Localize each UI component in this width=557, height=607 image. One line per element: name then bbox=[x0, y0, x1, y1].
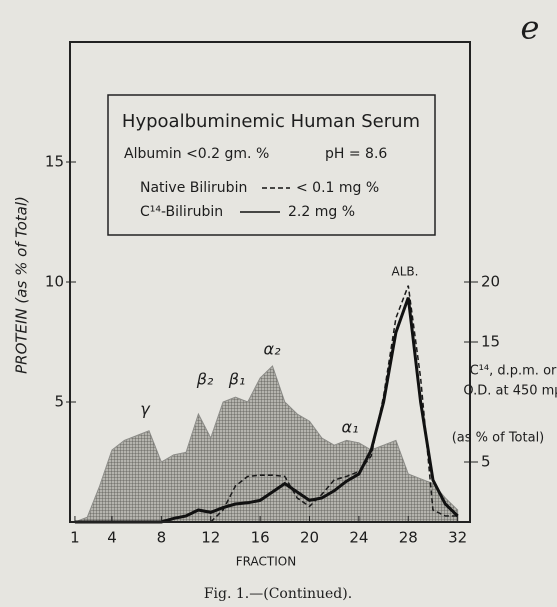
peak-annotation: ALB. bbox=[392, 265, 419, 279]
legend-label: Native Bilirubin bbox=[140, 180, 247, 196]
x-tick-label: 20 bbox=[300, 529, 319, 547]
y2-tick-label: 15 bbox=[481, 333, 500, 351]
box-title: Hypoalbuminemic Human Serum bbox=[122, 111, 420, 132]
y2-axis-label: C¹⁴, d.p.m. or bbox=[470, 364, 557, 379]
x-axis-label: FRACTION bbox=[236, 555, 296, 569]
y2-tick-label: 5 bbox=[481, 453, 491, 471]
protein-area bbox=[74, 365, 459, 523]
y-tick-label: 15 bbox=[45, 153, 64, 171]
caption: Fig. 1.—(Continued). bbox=[204, 586, 352, 602]
box-condition: Albumin <0.2 gm. % bbox=[124, 146, 269, 162]
y-tick-label: 10 bbox=[45, 273, 64, 291]
peak-annotation: α₁ bbox=[342, 418, 359, 437]
x-tick-label: 28 bbox=[399, 529, 418, 547]
y2-axis-label: (as % of Total) bbox=[452, 431, 545, 446]
legend-label: C¹⁴-Bilirubin bbox=[140, 204, 223, 220]
x-tick-label: 4 bbox=[107, 529, 117, 547]
x-tick-label: 32 bbox=[448, 529, 467, 547]
x-tick-label: 12 bbox=[201, 529, 220, 547]
x-tick-label: 1 bbox=[70, 529, 80, 547]
x-tick-label: 16 bbox=[251, 529, 270, 547]
peak-annotation: γ bbox=[140, 400, 151, 419]
bilirubin-line bbox=[210, 285, 458, 523]
box-condition: pH = 8.6 bbox=[325, 146, 387, 162]
y2-axis-label: O.D. at 450 mμ bbox=[463, 384, 557, 399]
peak-annotation: α₂ bbox=[264, 340, 282, 359]
peak-annotation: β₁ bbox=[228, 370, 246, 389]
x-tick-label: 24 bbox=[349, 529, 368, 547]
y-tick-label: 5 bbox=[54, 393, 64, 411]
peak-annotation: β₂ bbox=[196, 370, 214, 389]
panel-label: e bbox=[521, 9, 540, 47]
y2-tick-label: 20 bbox=[481, 273, 500, 291]
x-tick-label: 8 bbox=[157, 529, 167, 547]
y-axis-label: PROTEIN (as % of Total) bbox=[13, 196, 31, 374]
legend-amount: < 0.1 mg % bbox=[296, 180, 379, 196]
legend-amount: 2.2 mg % bbox=[288, 204, 355, 220]
